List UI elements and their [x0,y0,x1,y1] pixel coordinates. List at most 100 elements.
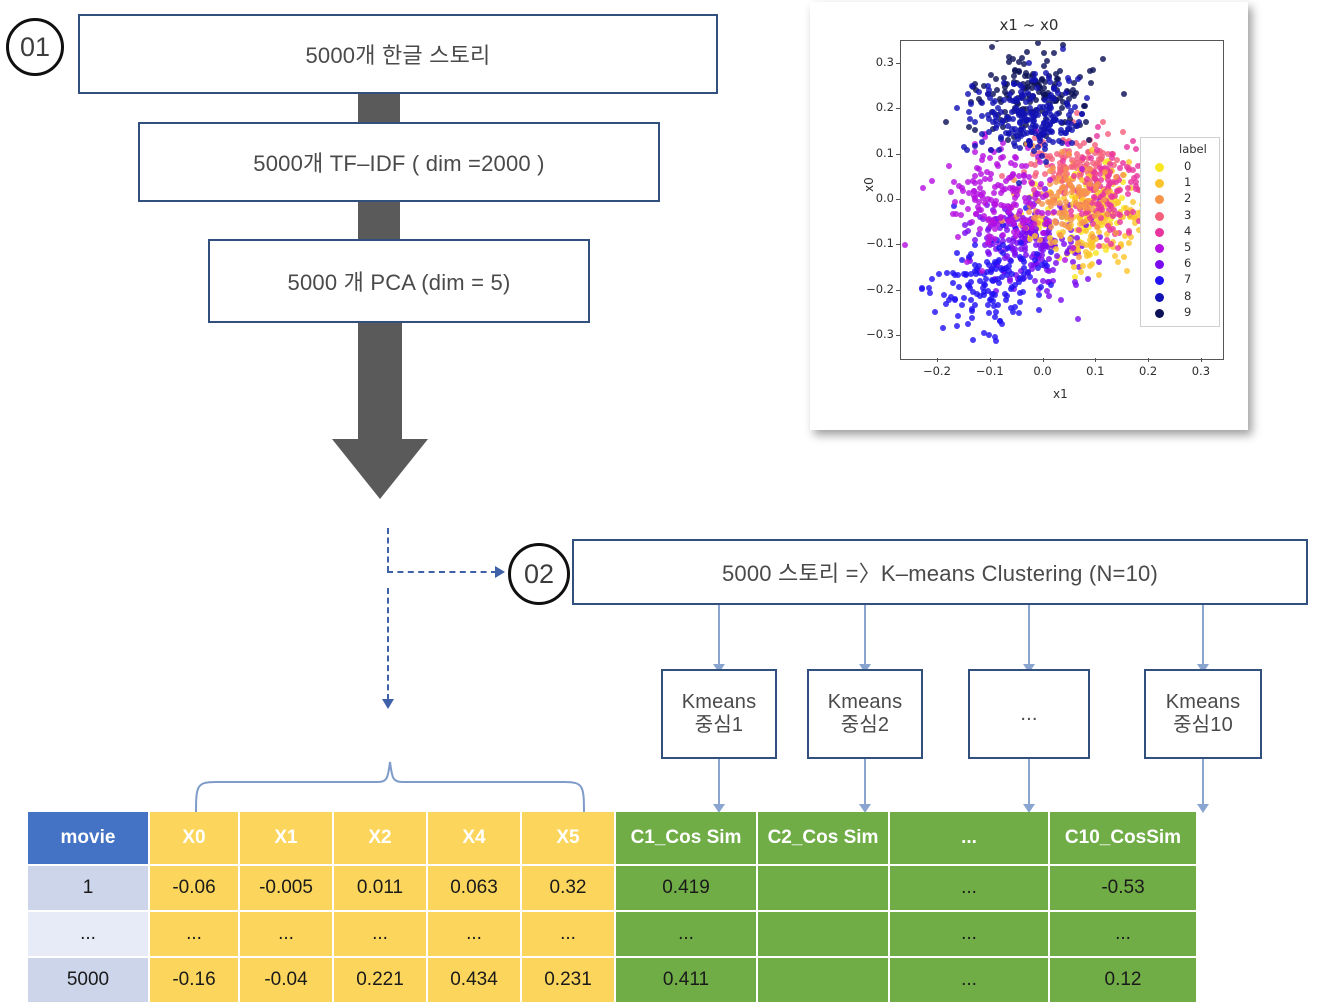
scatter-point [981,292,988,298]
legend-row: 2 [1141,191,1219,208]
scatter-point [1083,249,1090,256]
scatter-point [1065,224,1072,231]
scatter-point [1026,209,1033,216]
scatter-point [985,91,991,98]
scatter-point [1035,291,1042,298]
step-badge-01-label: 01 [19,31,51,62]
scatter-point [976,179,983,186]
scatter-point [1009,171,1016,178]
table-header-x0[interactable]: X0 [150,812,238,864]
scatter-point [1123,143,1130,150]
scatter-point [1032,173,1038,179]
scatter-point [1042,171,1049,178]
table-header-x1[interactable]: X1 [240,812,332,864]
scatter-point [1114,258,1121,265]
x-tick-mark [1042,358,1044,362]
scatter-point [1005,53,1012,60]
scatter-point [1055,80,1062,87]
scatter-point [1086,215,1093,222]
scatter-point [982,176,989,183]
scatter-point [1030,187,1037,193]
scatter-point [985,301,992,308]
scatter-point [992,259,999,266]
scatter-point [1046,79,1053,86]
table-header-c10-cossim[interactable]: C10_CosSim [1050,812,1196,864]
scatter-point [980,285,987,292]
legend-label: 1 [1184,175,1192,190]
centroid-box-1: Kmeans 중심1 [661,669,777,759]
scatter-point [985,128,992,135]
table-header-c2-cos-sim[interactable]: C2_Cos Sim [758,812,888,864]
kmeans-connector-4 [1202,605,1204,667]
scatter-point [1029,225,1035,232]
scatter-point [988,147,995,154]
scatter-point [1121,254,1128,261]
scatter-point [1065,112,1072,118]
scatter-point [1055,171,1062,177]
table-header-x2[interactable]: X2 [334,812,426,864]
scatter-point [1001,202,1008,209]
scatter-point [1012,162,1019,169]
table-header-x4[interactable]: X4 [428,812,520,864]
scatter-point [1096,259,1103,266]
scatter-point [1050,168,1057,175]
scatter-point [1059,228,1066,235]
scatter-point [962,271,969,278]
scatter-point [1048,202,1055,209]
scatter-point [1130,209,1137,216]
scatter-point [1015,279,1022,285]
legend-swatch [1155,195,1164,205]
scatter-point [1076,118,1083,125]
scatter-point [1017,118,1023,125]
scatter-point [1112,229,1119,236]
scatter-point [1091,212,1098,219]
scatter-point [1000,140,1006,147]
scatter-point [1044,117,1051,124]
scatter-point [1053,150,1060,157]
scatter-point [957,211,964,218]
scatter-point [992,288,999,295]
scatter-point [1082,188,1089,195]
table-cell: ... [428,912,520,956]
scatter-point [1001,88,1008,95]
scatter-point [935,271,942,278]
scatter-point [995,256,1002,263]
scatter-point [1002,296,1009,303]
scatter-point [1002,254,1009,261]
table-header-c1-cos-sim[interactable]: C1_Cos Sim [616,812,756,864]
scatter-point [1102,173,1109,180]
y-tick-label: 0.3 [875,54,894,69]
scatter-point [976,89,983,96]
x-tick-label: 0.3 [1191,364,1211,378]
scatter-point [1020,276,1027,283]
scatter-point [1107,196,1114,203]
scatter-point [1061,195,1068,201]
scatter-point [1123,210,1130,217]
scatter-point [1008,109,1015,116]
scatter-point [1101,189,1108,195]
table-header-[interactable]: ... [890,812,1048,864]
scatter-point [1028,161,1035,168]
scatter-point [1105,131,1112,138]
scatter-point [1011,249,1018,256]
scatter-point [972,302,979,309]
scatter-point [1098,214,1105,221]
dashed-arrowhead-down-icon [382,699,394,709]
scatter-point [1091,142,1098,149]
scatter-point [985,239,992,246]
scatter-point [1093,162,1100,169]
scatter-point [1109,243,1116,250]
scatter-point [1030,118,1037,125]
scatter-point [1067,121,1074,128]
scatter-point [1060,98,1067,105]
table-header-x5[interactable]: X5 [522,812,614,864]
table-header-movie[interactable]: movie [28,812,148,864]
centroid-table-connector-4 [1202,759,1204,807]
dashed-arrowhead-right-icon [495,566,505,578]
legend-swatch [1155,244,1164,253]
scatter-point [1081,140,1088,146]
scatter-point [1039,153,1046,160]
legend-label: 0 [1184,159,1192,173]
scatter-point [1084,95,1091,102]
